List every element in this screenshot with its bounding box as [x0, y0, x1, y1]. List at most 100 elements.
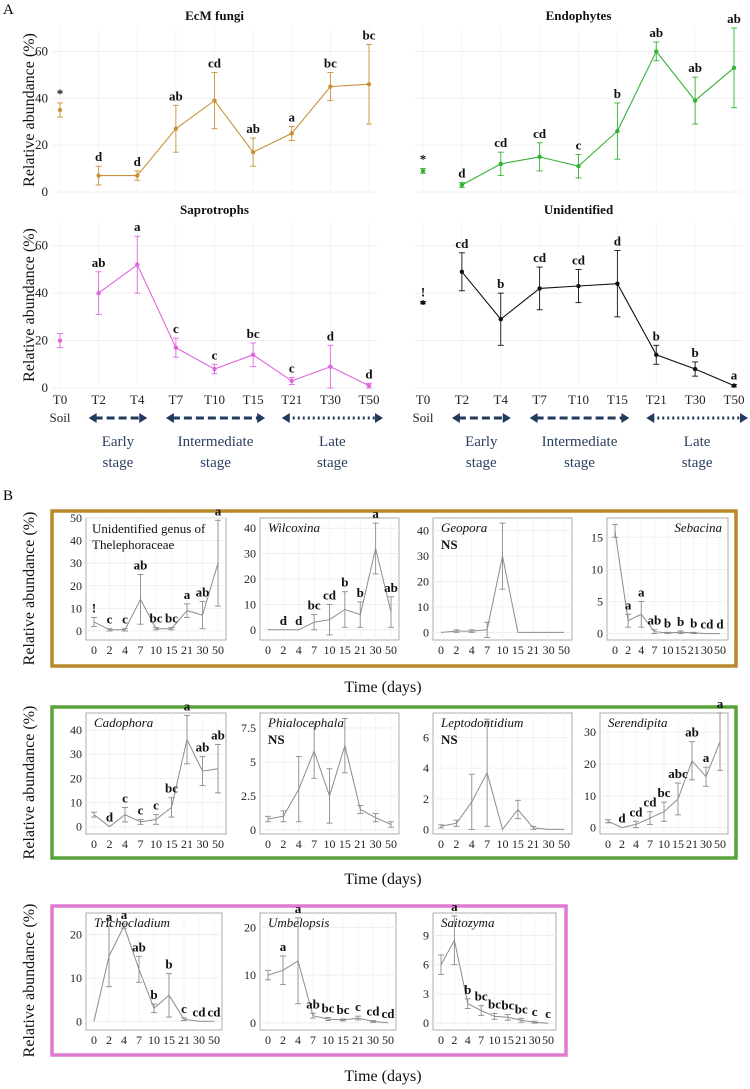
significance-label: d — [716, 617, 724, 632]
x-tick-label: 50 — [714, 643, 726, 657]
significance-label: cd — [323, 587, 337, 602]
stage-arrow-head-left — [88, 413, 97, 423]
significance-label: a — [121, 907, 128, 922]
x-tick-label: T2 — [455, 392, 469, 407]
y-tick-label: 40 — [70, 534, 82, 548]
chart-title: Geopora — [441, 520, 488, 535]
x-tick-label: 21 — [688, 643, 700, 657]
significance-label: bc — [247, 326, 260, 341]
y-tick-label: 40 — [70, 723, 82, 737]
data-point — [731, 383, 737, 388]
x-tick-label: 7 — [484, 837, 490, 851]
y-tick-label: 0 — [423, 822, 429, 836]
x-tick-label: 10 — [658, 837, 670, 851]
data-point — [173, 126, 179, 131]
y-tick-label: 60 — [35, 43, 48, 58]
chart-title: Saprotrophs — [180, 202, 249, 217]
significance-label: b — [150, 987, 157, 1002]
x-tick-label: 50 — [714, 837, 726, 851]
x-tick-label: 21 — [515, 1033, 527, 1047]
significance-label: c — [576, 138, 582, 153]
significance-label: c — [181, 1001, 187, 1016]
x-tick-label: 2 — [451, 1033, 457, 1047]
x-tick-label: T21 — [646, 392, 667, 407]
y-tick-label: 5 — [597, 594, 603, 608]
data-point — [57, 338, 63, 343]
x-tick-label: 10 — [148, 1033, 160, 1047]
x-tick-label: 50 — [385, 837, 397, 851]
x-tick-label: 30 — [543, 837, 555, 851]
ns-label: NS — [441, 732, 458, 747]
significance-label: bc — [515, 1001, 528, 1016]
chart-ecm-fungi: 0 20 40 60 * d d ab cd ab a bc bc EcM fungi — [35, 8, 377, 199]
x-tick-label: 30 — [370, 643, 382, 657]
x-tick-label: 2 — [280, 643, 286, 657]
y-tick-label: 15 — [591, 530, 603, 544]
y-axis-title: Relative abundance (%) — [21, 706, 38, 860]
significance-label: c — [138, 802, 144, 817]
x-tick-label: 10 — [324, 643, 336, 657]
soil-label: Soil — [50, 410, 71, 425]
x-tick-label: 4 — [296, 837, 302, 851]
series-line — [440, 771, 564, 831]
chart-title: Trichocladium — [94, 915, 170, 930]
chart-endophytes: * d cd cd c b ab ab ab Endophytes — [415, 8, 742, 193]
x-tick-label: 50 — [542, 1033, 554, 1047]
significance-label: b — [692, 345, 699, 360]
data-point — [420, 300, 426, 305]
chart-title: Endophytes — [546, 8, 612, 23]
significance-label: b — [653, 328, 660, 343]
significance-label: d — [295, 613, 303, 628]
data-point — [328, 364, 333, 369]
significance-label: cd — [494, 135, 508, 150]
stage-label-line1: Late — [319, 434, 346, 450]
data-point — [57, 107, 63, 113]
y-tick-label: 0 — [423, 1016, 429, 1030]
y-axis-title: Relative abundance (%) — [21, 904, 38, 1058]
significance-label: b — [690, 615, 697, 630]
x-tick-label: 0 — [438, 643, 444, 657]
stage-arrow-head-left — [165, 413, 174, 423]
significance-label: cd — [533, 250, 547, 265]
x-tick-label: 15 — [339, 643, 351, 657]
significance-label: cd — [208, 1004, 222, 1019]
y-tick-label: 30 — [70, 747, 82, 761]
significance-label: d — [458, 166, 466, 181]
stage-arrow-head-left — [646, 413, 655, 423]
significance-label: b — [165, 957, 172, 972]
y-tick-label: 0 — [42, 380, 49, 395]
y-tick-label: 20 — [70, 928, 82, 942]
data-point — [731, 65, 737, 71]
x-tick-label: 21 — [354, 643, 366, 657]
x-tick-label: T4 — [494, 392, 509, 407]
x-tick-label: 30 — [197, 643, 209, 657]
y-tick-label: 20 — [70, 771, 82, 785]
significance-label: cd — [367, 1003, 381, 1018]
x-tick-label: T0 — [53, 392, 67, 407]
series-line — [98, 83, 370, 177]
x-tick-label: 30 — [197, 837, 209, 851]
x-tick-label: T50 — [359, 392, 380, 407]
chart-title: Cadophora — [94, 715, 154, 730]
y-tick-label: 0 — [250, 623, 256, 637]
group-frame — [50, 705, 738, 860]
significance-label: ab — [134, 557, 148, 572]
significance-label: a — [703, 750, 710, 765]
y-tick-label: 9 — [423, 928, 429, 942]
y-tick-label: 0 — [76, 820, 82, 834]
significance-label: a — [184, 698, 191, 713]
y-tick-label: 6 — [423, 731, 429, 745]
chart-title: Wilcoxina — [268, 520, 320, 535]
significance-label: a — [731, 367, 738, 382]
x-tick-label: 7 — [478, 1033, 484, 1047]
y-tick-label: 6 — [423, 958, 429, 972]
significance-label: a — [184, 587, 191, 602]
significance-label: ab — [685, 725, 699, 740]
data-point — [212, 98, 217, 103]
x-tick-label: 2 — [453, 643, 459, 657]
x-tick-label: 50 — [558, 837, 570, 851]
soil-label: Soil — [413, 410, 434, 425]
significance-label: a — [289, 109, 296, 124]
